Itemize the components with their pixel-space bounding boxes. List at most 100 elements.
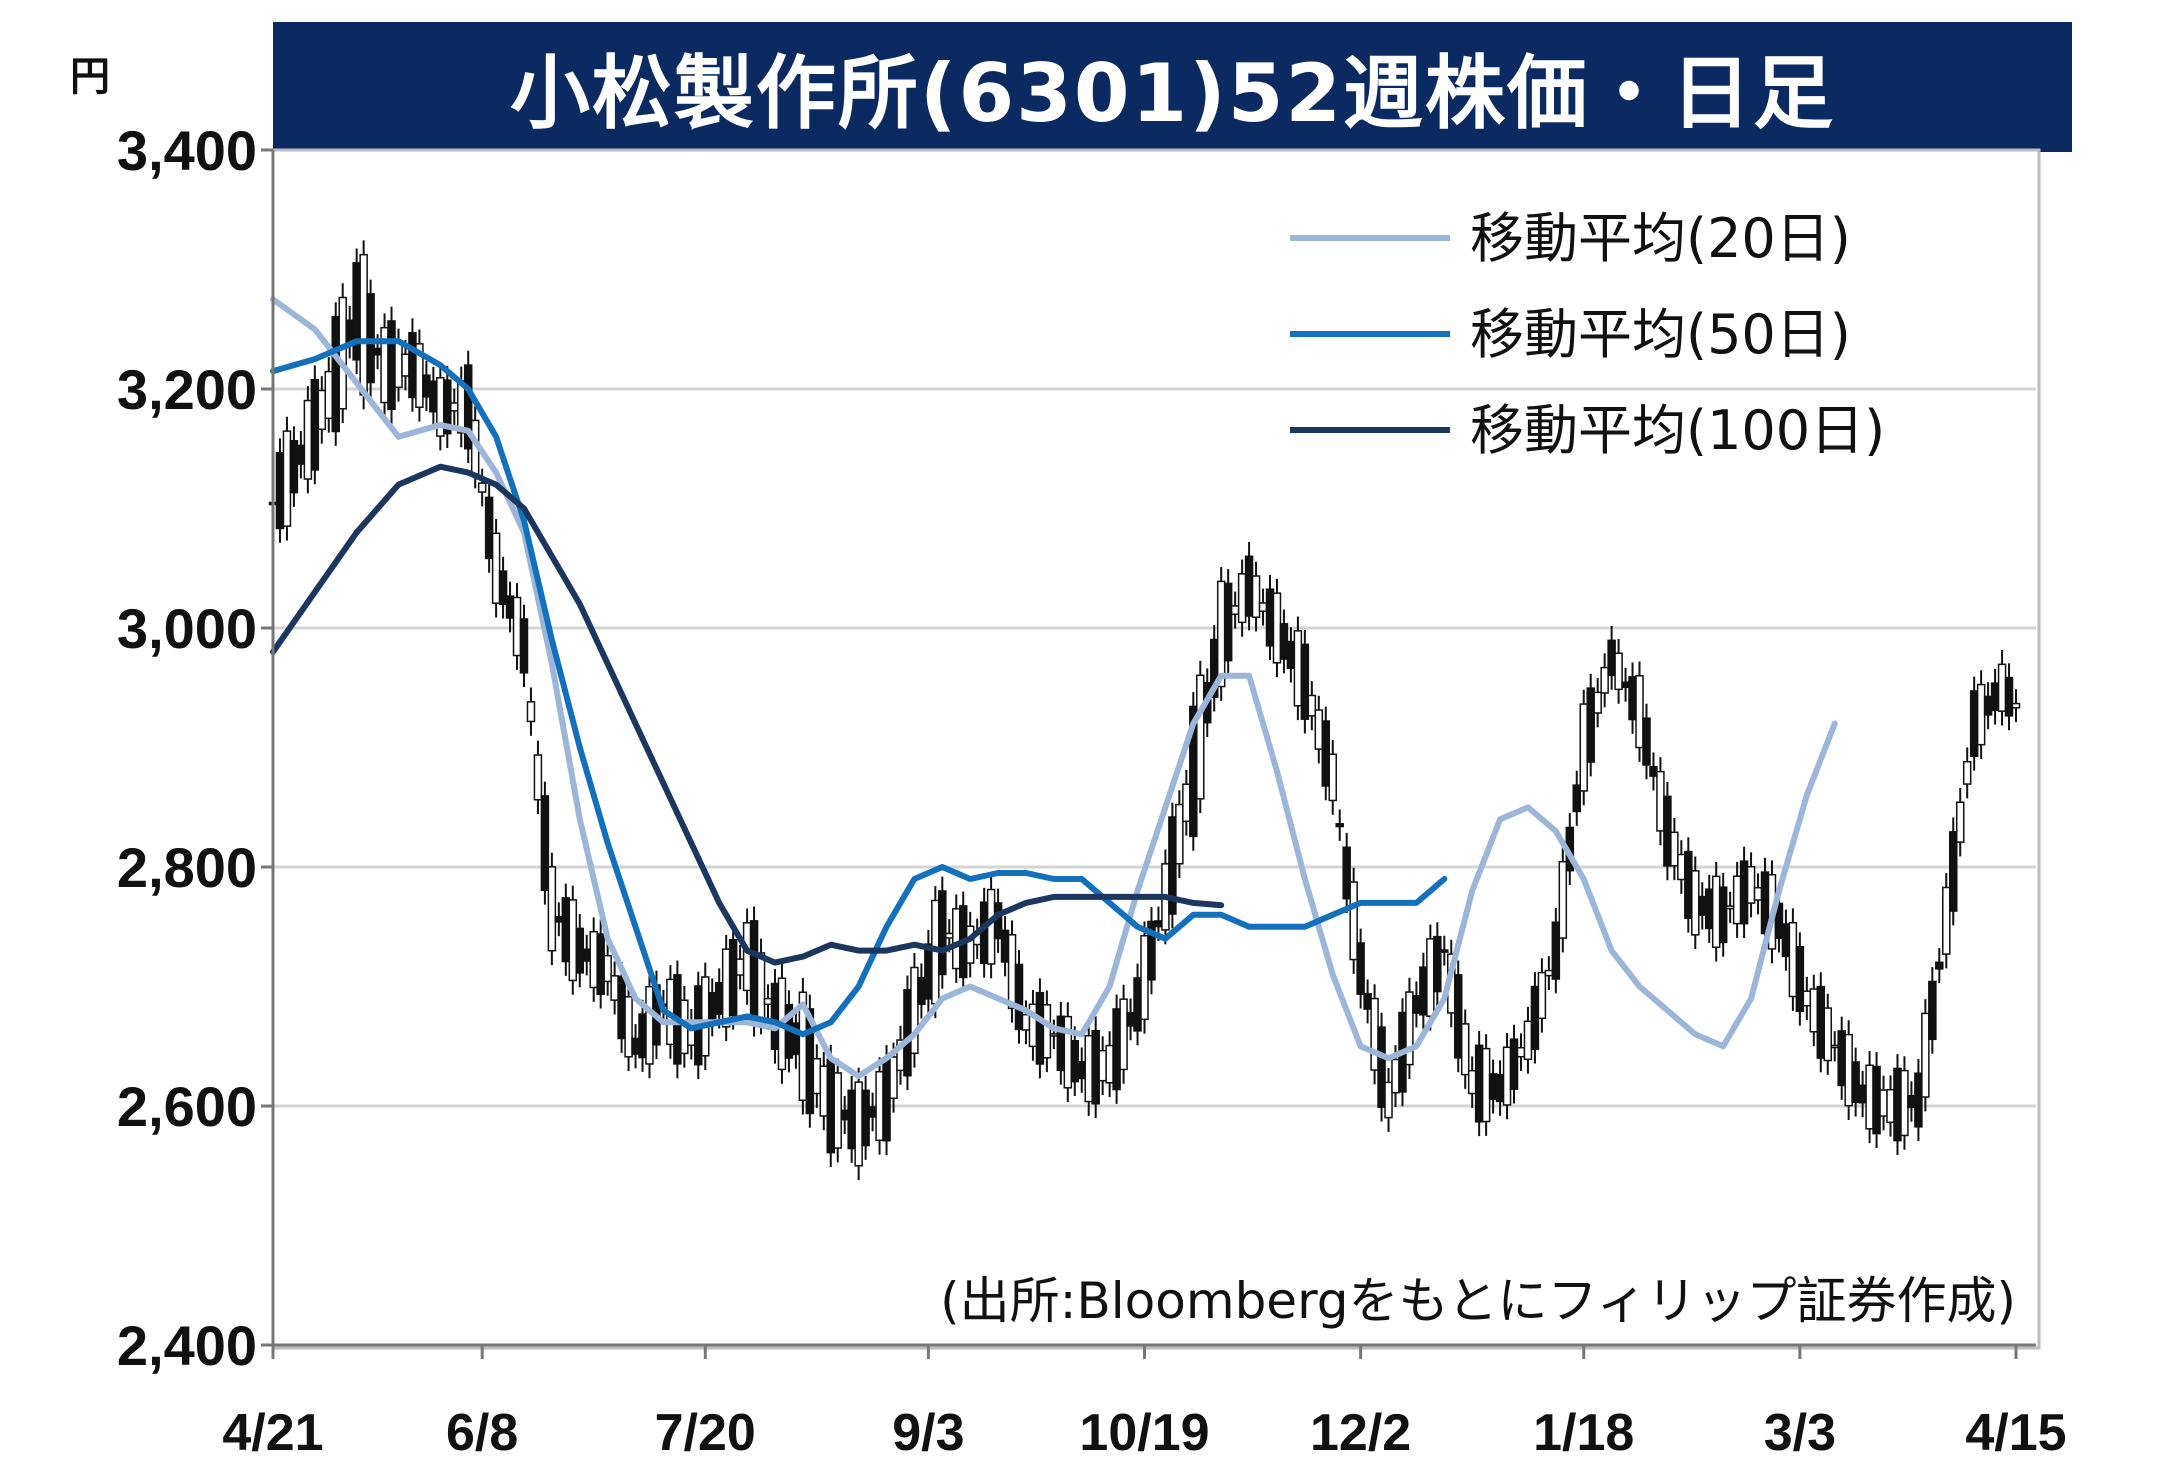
- candle-body: [1230, 605, 1240, 615]
- candle-body: [1830, 1044, 1839, 1049]
- x-tick-label: 1/18: [1533, 1404, 1634, 1462]
- candle-body: [1405, 991, 1414, 1066]
- candle-body: [1893, 1067, 1902, 1142]
- candle-body: [1042, 1004, 1052, 1059]
- candle-body: [505, 595, 515, 619]
- candle-body: [1335, 823, 1344, 828]
- candle-body: [408, 332, 417, 399]
- candle-body: [1921, 1012, 1930, 1098]
- x-tick-label: 4/15: [1965, 1404, 2066, 1462]
- candle-body: [1021, 1013, 1031, 1031]
- candle-body: [1711, 875, 1721, 949]
- candle-body: [1802, 990, 1812, 1007]
- y-tick-label: 2,400: [117, 1314, 257, 1377]
- candle-body: [631, 1037, 640, 1055]
- candle-body: [1774, 902, 1784, 939]
- candle-body: [1983, 695, 1993, 716]
- axes: 2,400 2,600 2,800 3,000 3,200 3,400 4/21 6/8 7/2…: [117, 119, 2067, 1462]
- candle-body: [1286, 640, 1296, 669]
- candle-body: [533, 754, 543, 801]
- candle-body: [1426, 938, 1435, 1017]
- candle-body: [575, 927, 585, 974]
- candle-body: [861, 1089, 870, 1147]
- candle-body: [1997, 663, 2007, 712]
- candle-body: [589, 930, 598, 989]
- candle-body: [1670, 831, 1679, 867]
- candle-body: [1879, 1089, 1888, 1117]
- candle-body: [1272, 592, 1282, 664]
- candle-body: [1091, 1029, 1100, 1105]
- candle-body: [1704, 888, 1714, 930]
- candle-body: [1440, 949, 1449, 953]
- x-tick-label: 9/3: [892, 1404, 964, 1462]
- y-unit-label: 円: [70, 54, 110, 100]
- candle-body: [2011, 702, 2021, 709]
- chart-title: 小松製作所(6301)52週株価・日足: [273, 22, 2072, 152]
- candle-body: [359, 253, 368, 396]
- candle-body: [1056, 1015, 1066, 1071]
- candle-body: [1175, 803, 1184, 865]
- candle-body: [1677, 853, 1686, 881]
- gridlines: [273, 387, 2036, 1108]
- candle-body: [1119, 998, 1128, 1071]
- candle-body: [917, 977, 926, 1005]
- candle-body: [1816, 985, 1826, 1059]
- ma20-line: [270, 296, 1838, 1080]
- candle-body: [617, 975, 626, 1040]
- candle-body: [1279, 623, 1289, 660]
- candle-body: [1321, 720, 1331, 787]
- candle-body: [1049, 1033, 1059, 1037]
- candle-body: [1098, 1049, 1107, 1082]
- candle-body: [310, 378, 320, 471]
- candle-body: [540, 795, 550, 892]
- candle-body: [1990, 682, 2000, 712]
- candle-body: [701, 976, 710, 1057]
- candle-body: [833, 1072, 842, 1149]
- candle-body: [554, 915, 564, 923]
- candle-body: [296, 444, 306, 465]
- candle-body: [1900, 1069, 1909, 1137]
- candle-body: [1258, 602, 1268, 612]
- candle-body: [1858, 1084, 1867, 1104]
- candle-body: [735, 958, 745, 976]
- x-tick-label: 10/19: [1079, 1404, 1209, 1462]
- candle-body: [1928, 980, 1937, 1041]
- candle-body: [1007, 934, 1017, 1010]
- candle-body: [1614, 652, 1623, 691]
- candle-body: [331, 315, 340, 433]
- candle-body: [1237, 573, 1247, 624]
- candle-body: [1586, 687, 1595, 763]
- ma50-line: [270, 338, 1448, 1038]
- y-tick-label: 3,400: [117, 119, 257, 182]
- x-tick-label: 4/21: [222, 1404, 323, 1462]
- candle-body: [1746, 866, 1756, 904]
- candle-body: [387, 320, 396, 411]
- x-tick-label: 12/2: [1310, 1404, 1411, 1462]
- candle-body: [1718, 886, 1728, 944]
- candle-body: [1753, 886, 1763, 901]
- candle-body: [1851, 1061, 1860, 1103]
- x-tick-label: 6/8: [446, 1404, 518, 1462]
- candle-body: [547, 866, 557, 952]
- candle-body: [317, 389, 327, 431]
- candle-body: [275, 451, 285, 530]
- candle-body: [1488, 1073, 1498, 1100]
- candle-body: [847, 1089, 856, 1150]
- candle-body: [924, 943, 933, 1000]
- candle-body: [1244, 555, 1254, 617]
- candle-body: [1635, 675, 1644, 749]
- candle-body: [1781, 923, 1791, 958]
- candle-body: [1216, 580, 1226, 688]
- candle-body: [1460, 1023, 1470, 1076]
- candle-body: [1000, 929, 1010, 963]
- candle-body: [484, 496, 494, 560]
- candle-body: [1663, 795, 1672, 867]
- legend-label-1: 移動平均(20日): [1470, 207, 1851, 270]
- candle-body: [819, 1065, 829, 1117]
- candle-body: [1370, 997, 1379, 1071]
- candle-body: [1837, 1030, 1846, 1087]
- candle-body: [1642, 717, 1651, 766]
- candle-body: [1976, 683, 1986, 746]
- candle-body: [394, 342, 403, 389]
- candle-body: [610, 975, 619, 1001]
